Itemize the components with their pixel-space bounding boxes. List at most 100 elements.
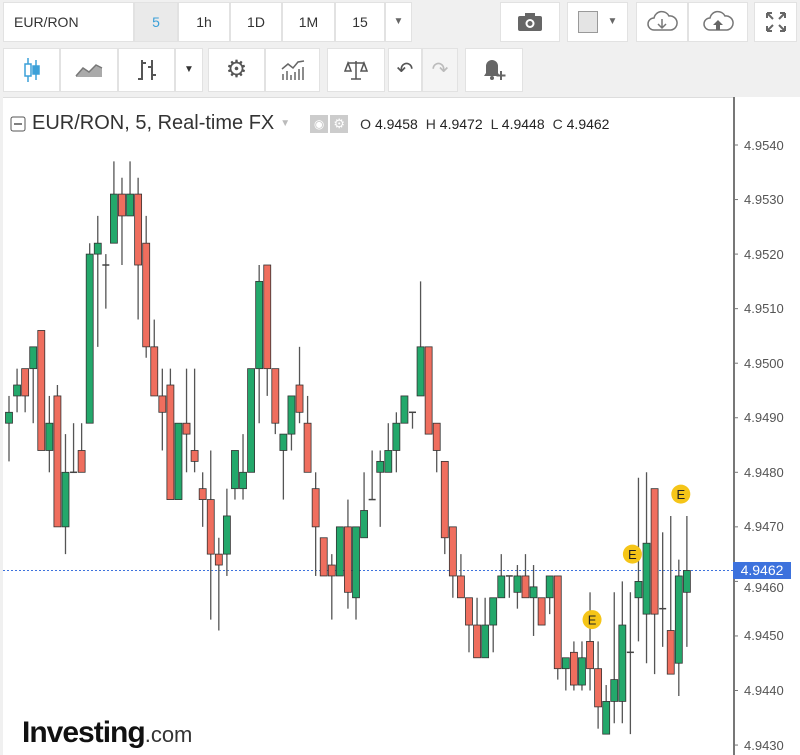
symbol-search-button[interactable]: EUR/RON [3,2,134,42]
candle-down [570,651,578,686]
compare-button[interactable] [327,48,385,92]
candle-up [618,624,627,702]
event-marker[interactable] [582,610,602,630]
candle-down [327,564,336,577]
price-tick-label: 4.9520 [744,246,784,262]
candle-up [174,422,183,500]
candle-down [537,597,546,626]
candle-down [553,575,562,670]
redo-button[interactable]: ↷ [422,48,458,92]
candle-down [166,384,175,500]
price-axis[interactable] [733,97,800,755]
open-value: 4.9458 [374,115,418,132]
fullscreen-button[interactable] [754,2,797,42]
chart-legend: EUR/RON, 5, Real-time FX ▼ ◉ ⚙ O 4.9458 … [10,112,609,135]
candle-down [158,395,167,413]
candle-down [214,553,223,566]
interval-dropdown-button[interactable]: ▼ [385,2,412,42]
candle-up [93,242,102,255]
candle-up [634,581,643,599]
bars-style-button[interactable] [118,48,175,92]
event-marker[interactable] [622,544,642,564]
candle-down [319,537,328,577]
chart-style-dropdown[interactable]: ▼ [175,48,203,92]
candle-up [578,657,586,686]
candles-style-button[interactable] [3,48,60,92]
candle-down [295,384,304,413]
legend-title: EUR/RON, 5, Real-time FX [32,112,275,134]
candle-down [303,422,312,473]
candlestick-icon [23,58,40,82]
symbol-label: EUR/RON [14,14,79,30]
candle-down [263,264,272,370]
candle-up [335,526,344,577]
ohlc-values: O 4.9458 H 4.9472 L 4.9448 C 4.9462 [360,116,609,132]
color-picker-button[interactable]: ▼ [567,2,628,42]
candle-up [279,433,288,451]
candle-down [311,488,320,528]
fullscreen-icon [765,12,786,32]
high-value: 4.9472 [439,115,483,132]
add-alert-button[interactable] [465,48,523,92]
visibility-icon[interactable]: ◉ [310,114,329,133]
candle-up [13,384,21,397]
high-label: H [425,115,436,132]
gear-icon: ⚙ [225,56,248,83]
indicators-button[interactable] [265,48,320,92]
candle-down [182,422,191,435]
gear-icon[interactable]: ⚙ [330,114,349,133]
candle-up [384,450,393,473]
candle-down [440,460,449,539]
candle-up [222,515,231,555]
candle-down [586,641,594,670]
candle-up [497,575,506,599]
event-marker[interactable] [671,484,691,504]
cloud-upload-icon [703,10,734,31]
candle-down [77,450,86,473]
candle-up [513,575,522,593]
candle-down [521,575,530,599]
interval-1m-button[interactable]: 1M [282,2,335,42]
candle-down [21,368,30,397]
logo-brand: Investing [22,716,146,749]
candle-down [465,597,473,626]
candle-up [360,510,368,539]
candle-up [610,679,619,702]
candle-up [110,193,118,244]
interval-1h-button[interactable]: 1h [178,2,230,42]
redo-icon: ↷ [431,59,449,81]
candle-up [529,586,538,599]
candle-down [271,368,280,424]
bar-chart-icon [137,60,156,80]
candle-up [126,193,134,217]
event-marker-label: E [628,547,637,562]
interval-5-button[interactable]: 5 [134,2,178,42]
undo-button[interactable]: ↶ [388,48,422,92]
candle-down [53,395,62,528]
interval-label: 1D [247,14,265,30]
low-value: 4.9448 [501,115,545,132]
area-style-button[interactable] [60,48,118,92]
candle-down [473,624,481,659]
interval-1d-button[interactable]: 1D [230,2,282,42]
save-chart-button[interactable] [688,2,748,42]
load-chart-button[interactable] [636,2,688,42]
screenshot-button[interactable] [500,2,560,42]
candle-down [432,422,441,451]
settings-button[interactable]: ⚙ [208,48,265,92]
area-chart-icon [75,64,103,77]
investing-logo: Investing.com [22,716,192,750]
event-marker-label: E [676,487,685,502]
candle-down [344,526,352,593]
candle-up [416,346,425,397]
price-tick-label: 4.9430 [744,737,784,753]
interval-15-button[interactable]: 15 [335,2,385,42]
event-marker-label: E [588,613,597,628]
candle-up [561,657,570,670]
alert-add-icon [484,60,506,80]
candle-down [206,499,215,555]
collapse-legend-icon[interactable] [10,116,26,132]
price-tick-label: 4.9490 [744,410,784,426]
caret-down-icon[interactable]: ▼ [280,118,291,129]
